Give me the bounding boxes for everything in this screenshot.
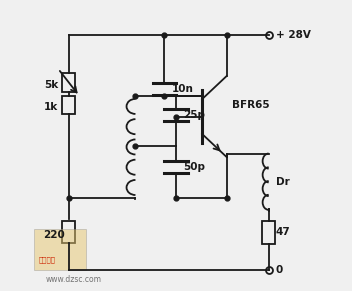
Text: 0: 0 — [276, 265, 283, 275]
Bar — [62, 96, 75, 114]
Text: 50p: 50p — [183, 162, 205, 172]
Text: 25p: 25p — [183, 110, 205, 120]
Text: Dr: Dr — [276, 177, 290, 187]
Text: www.dzsc.com: www.dzsc.com — [46, 275, 102, 284]
Text: + 28V: + 28V — [276, 31, 311, 40]
Text: 220: 220 — [43, 230, 64, 239]
Bar — [62, 73, 75, 92]
Text: BFR65: BFR65 — [232, 100, 270, 110]
Bar — [62, 221, 75, 242]
Text: 47: 47 — [276, 227, 291, 237]
Bar — [262, 221, 275, 244]
Text: 5k: 5k — [44, 80, 58, 91]
Text: 1k: 1k — [44, 102, 58, 112]
Text: 10n: 10n — [172, 84, 194, 94]
Text: 维库一下: 维库一下 — [38, 256, 55, 263]
FancyBboxPatch shape — [34, 230, 86, 270]
